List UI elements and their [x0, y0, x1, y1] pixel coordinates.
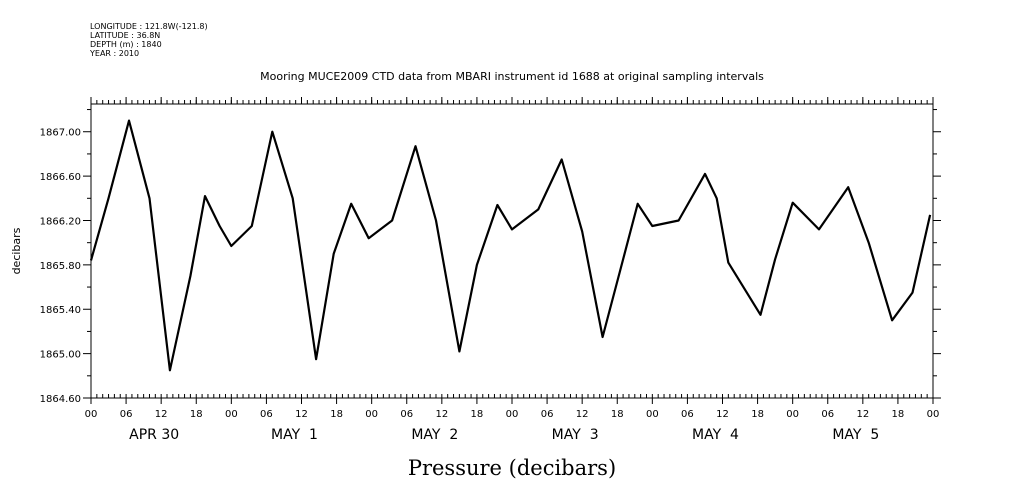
x-tick-label: 18	[471, 409, 484, 420]
y-tick-label: 1864.60	[40, 394, 81, 405]
y-axis-ticks: 1864.60 1865.00 1865.40 1865.80 1866.20 1866.…	[40, 109, 941, 405]
year-text: YEAR : 2010	[90, 49, 140, 58]
mooring-metadata: LONGITUDE : 121.8W(-121.8) LATITUDE : 36…	[90, 22, 208, 58]
x-tick-label: 18	[892, 409, 905, 420]
y-tick-label: 1866.20	[40, 216, 81, 227]
x-tick-label: 06	[821, 409, 834, 420]
x-tick-label: 18	[190, 409, 203, 420]
x-tick-label: 12	[155, 409, 168, 420]
x-tick-label: 00	[646, 409, 659, 420]
x-tick-label: 06	[120, 409, 133, 420]
y-tick-label: 1865.80	[40, 261, 81, 272]
x-tick-label: 00	[365, 409, 378, 420]
x-tick-label: 00	[85, 409, 98, 420]
x-tick-label: 06	[541, 409, 554, 420]
x-day-label: MAY 4	[692, 427, 739, 443]
x-tick-label: 06	[260, 409, 273, 420]
x-tick-label: 06	[681, 409, 694, 420]
x-day-label: MAY 3	[552, 427, 599, 443]
x-tick-label: 12	[856, 409, 869, 420]
x-tick-label: 00	[786, 409, 799, 420]
x-day-label: MAY 5	[832, 427, 879, 443]
minor-ticks	[90, 100, 934, 398]
x-tick-label: 18	[751, 409, 764, 420]
x-axis-day-labels: APR 30 MAY 1 MAY 2 MAY 3 MAY 4 MAY 5	[129, 427, 879, 443]
latitude-text: LATITUDE : 36.8N	[90, 31, 161, 40]
pressure-series-line	[89, 119, 932, 372]
y-tick-label: 1867.00	[40, 128, 81, 139]
x-axis-ticks: 00 06 12 18 00 06 12 18 00 06 12 18 00 06 12 18 00 06 12 18…	[85, 97, 940, 420]
x-tick-label: 00	[506, 409, 519, 420]
x-tick-label: 06	[400, 409, 413, 420]
x-tick-label: 12	[716, 409, 729, 420]
x-day-label: MAY 1	[271, 427, 318, 443]
x-day-label: MAY 2	[411, 427, 458, 443]
y-tick-label: 1865.00	[40, 350, 81, 361]
x-tick-label: 12	[435, 409, 448, 420]
x-day-label: APR 30	[129, 427, 179, 443]
plot-frame	[90, 103, 934, 399]
y-axis-label: decibars	[10, 227, 23, 274]
y-tick-label: 1865.40	[40, 305, 81, 316]
x-tick-label: 12	[576, 409, 589, 420]
x-tick-label: 18	[330, 409, 343, 420]
x-tick-label: 00	[927, 409, 940, 420]
x-axis-label: Pressure (decibars)	[408, 456, 616, 480]
x-tick-label: 18	[611, 409, 624, 420]
depth-text: DEPTH (m) : 1840	[90, 40, 162, 49]
y-tick-label: 1866.60	[40, 172, 81, 183]
chart-title: Mooring MUCE2009 CTD data from MBARI ins…	[260, 70, 764, 83]
x-tick-label: 12	[295, 409, 308, 420]
x-tick-label: 00	[225, 409, 238, 420]
longitude-text: LONGITUDE : 121.8W(-121.8)	[90, 22, 208, 31]
